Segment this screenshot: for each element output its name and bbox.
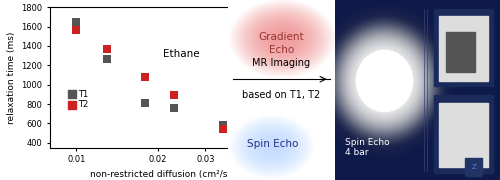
Circle shape <box>350 44 418 118</box>
Circle shape <box>349 42 420 120</box>
Legend: T1, T2: T1, T2 <box>65 86 91 112</box>
Point <box>72 20 80 23</box>
Circle shape <box>350 44 418 118</box>
Circle shape <box>346 39 423 123</box>
Circle shape <box>362 57 407 105</box>
Circle shape <box>341 33 428 129</box>
Circle shape <box>370 65 400 97</box>
Circle shape <box>354 47 416 115</box>
Circle shape <box>342 35 427 127</box>
Circle shape <box>338 30 432 132</box>
Circle shape <box>344 37 424 125</box>
Circle shape <box>356 50 412 112</box>
Circle shape <box>346 39 424 123</box>
Circle shape <box>354 48 415 114</box>
Circle shape <box>342 34 428 128</box>
Text: Ethane: Ethane <box>164 49 200 58</box>
Circle shape <box>378 75 390 87</box>
Circle shape <box>358 52 412 110</box>
Point <box>170 106 178 109</box>
Circle shape <box>349 42 420 120</box>
Point <box>170 94 178 97</box>
Circle shape <box>354 49 414 113</box>
Circle shape <box>360 55 408 107</box>
Text: MR Imaging: MR Imaging <box>252 58 310 68</box>
Circle shape <box>355 49 414 113</box>
Circle shape <box>352 45 417 117</box>
Circle shape <box>356 50 412 112</box>
Point <box>220 124 228 127</box>
Circle shape <box>343 36 426 126</box>
Circle shape <box>374 70 395 92</box>
Circle shape <box>352 45 418 117</box>
Circle shape <box>366 62 402 100</box>
X-axis label: non-restricted diffusion (cm²/s): non-restricted diffusion (cm²/s) <box>90 170 230 179</box>
Circle shape <box>365 60 404 102</box>
Circle shape <box>368 63 401 99</box>
Circle shape <box>380 76 389 86</box>
Circle shape <box>340 32 430 130</box>
Circle shape <box>371 66 398 96</box>
Text: based on T1, T2: based on T1, T2 <box>242 90 320 100</box>
Point <box>142 102 150 105</box>
Circle shape <box>359 53 410 109</box>
Point <box>142 76 150 79</box>
Circle shape <box>377 73 392 89</box>
Text: Spin Echo: Spin Echo <box>247 139 298 149</box>
Circle shape <box>344 37 424 125</box>
Circle shape <box>372 68 396 94</box>
Point <box>72 29 80 32</box>
Circle shape <box>383 79 386 83</box>
Y-axis label: relaxation time (ms): relaxation time (ms) <box>6 31 16 124</box>
Point <box>220 128 228 131</box>
Bar <box>439 103 488 167</box>
Circle shape <box>364 58 406 104</box>
Text: Gradient
Echo: Gradient Echo <box>258 32 304 55</box>
Circle shape <box>340 32 429 130</box>
Bar <box>434 95 494 173</box>
Circle shape <box>348 40 422 122</box>
Point <box>103 47 111 50</box>
Point <box>254 141 262 144</box>
Bar <box>466 158 482 176</box>
Bar <box>434 9 494 86</box>
Bar <box>446 32 475 72</box>
Text: Spin Echo
4 bar: Spin Echo 4 bar <box>345 138 390 157</box>
Circle shape <box>382 78 388 84</box>
Circle shape <box>347 40 422 122</box>
Point <box>103 58 111 61</box>
Circle shape <box>338 31 430 131</box>
Circle shape <box>356 50 413 112</box>
Bar <box>439 16 488 81</box>
Text: Z: Z <box>471 164 476 170</box>
Point <box>235 125 243 128</box>
Circle shape <box>348 41 421 121</box>
Circle shape <box>376 71 394 91</box>
Circle shape <box>343 36 426 126</box>
Circle shape <box>352 46 416 116</box>
